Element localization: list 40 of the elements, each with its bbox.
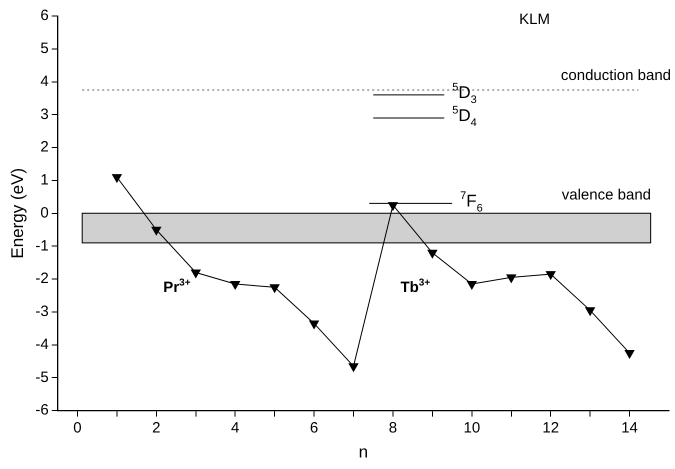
x-tick-label: 8 xyxy=(388,420,398,437)
y-tick-label: 6 xyxy=(40,7,49,24)
x-tick-label: 14 xyxy=(621,420,638,437)
y-tick-label: 5 xyxy=(40,40,49,58)
x-tick-label: 12 xyxy=(542,420,560,437)
y-tick-label: 1 xyxy=(40,172,49,189)
x-tick-label: 10 xyxy=(463,420,480,437)
y-tick-label: 2 xyxy=(40,138,49,156)
point xyxy=(112,174,122,183)
y-tick-label: -2 xyxy=(35,270,49,288)
point xyxy=(624,350,634,359)
point xyxy=(428,250,438,258)
y-tick-label: -1 xyxy=(35,237,49,254)
ref-line-label: conduction band xyxy=(560,66,672,84)
y-tick-label: -5 xyxy=(35,368,49,386)
point xyxy=(348,363,358,372)
x-axis-title: n xyxy=(358,442,368,462)
y-tick-label: 0 xyxy=(40,204,49,222)
point xyxy=(190,269,201,278)
point xyxy=(546,271,556,280)
point xyxy=(152,226,162,236)
point xyxy=(309,320,319,329)
point xyxy=(466,281,477,290)
x-tick-label: 6 xyxy=(310,420,318,437)
point xyxy=(270,284,280,293)
x-tick-label: 4 xyxy=(231,420,240,437)
point xyxy=(585,307,595,316)
y-tick-label: -3 xyxy=(35,303,49,320)
chart-title: KLM xyxy=(519,11,550,28)
y-tick-label: -6 xyxy=(35,402,49,419)
band-label: valence band xyxy=(562,186,652,204)
y-tick-label: 4 xyxy=(40,72,49,90)
x-tick-label: 0 xyxy=(73,420,82,437)
point xyxy=(230,281,240,290)
y-tick-label: -4 xyxy=(35,336,49,353)
x-tick-label: 2 xyxy=(152,420,160,437)
y-axis-title: Energy (eV) xyxy=(8,168,27,259)
point xyxy=(388,202,398,211)
y-tick-label: 3 xyxy=(40,106,49,123)
point xyxy=(506,274,516,283)
